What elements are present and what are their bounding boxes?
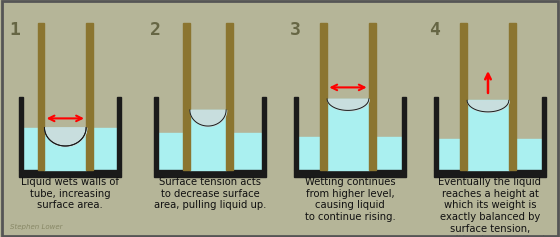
- Bar: [153, 170, 267, 177]
- Text: Liquid wets walls of
tube, increasing
surface area.: Liquid wets walls of tube, increasing su…: [21, 177, 119, 210]
- Bar: [297, 137, 403, 170]
- Text: Stephen Lower: Stephen Lower: [10, 224, 62, 230]
- Bar: [183, 23, 190, 170]
- Bar: [153, 97, 157, 170]
- Bar: [19, 170, 121, 177]
- Text: Wetting continues
from higher level,
causing liquid
to continue rising.: Wetting continues from higher level, cau…: [305, 177, 395, 222]
- Bar: [437, 139, 543, 170]
- Bar: [23, 128, 117, 170]
- Bar: [433, 170, 547, 177]
- Bar: [320, 23, 327, 170]
- Bar: [467, 100, 509, 170]
- Bar: [369, 23, 376, 170]
- Bar: [44, 128, 86, 170]
- Bar: [460, 23, 467, 170]
- Bar: [226, 23, 233, 170]
- Bar: [543, 97, 547, 170]
- Text: 2: 2: [150, 21, 160, 39]
- Text: Eventually the liquid
reaches a height at
which its weight is
exactly balanced b: Eventually the liquid reaches a height a…: [434, 177, 546, 237]
- Bar: [157, 133, 263, 170]
- Bar: [86, 23, 93, 170]
- Text: 3: 3: [290, 21, 300, 39]
- Bar: [38, 23, 44, 170]
- Bar: [509, 23, 516, 170]
- Bar: [403, 97, 407, 170]
- Bar: [19, 97, 23, 170]
- Bar: [433, 97, 437, 170]
- Bar: [293, 170, 407, 177]
- Bar: [190, 110, 226, 170]
- Bar: [293, 97, 297, 170]
- Text: 1: 1: [10, 21, 20, 39]
- Text: 4: 4: [430, 21, 440, 39]
- Bar: [117, 97, 121, 170]
- Bar: [263, 97, 267, 170]
- Text: Surface tension acts
to decrease surface
area, pulling liquid up.: Surface tension acts to decrease surface…: [154, 177, 266, 210]
- Bar: [327, 99, 369, 170]
